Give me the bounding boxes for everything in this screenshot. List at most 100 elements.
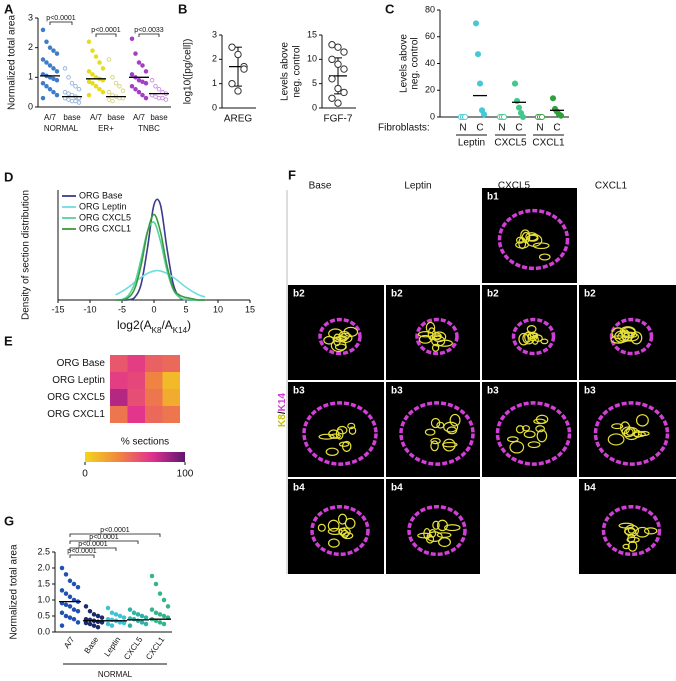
organoid-outline	[609, 317, 654, 356]
data-point	[75, 620, 81, 625]
data-point	[44, 83, 49, 89]
data-point	[91, 612, 97, 617]
stain-part: /	[277, 411, 288, 414]
data-point	[153, 581, 159, 587]
heatmap-cell	[145, 355, 163, 372]
density-line	[115, 269, 206, 298]
significance-bracket	[69, 554, 95, 558]
x-tick-label: CXCL5	[122, 635, 144, 662]
organoid-cell	[341, 532, 354, 540]
data-point	[136, 89, 142, 95]
data-point	[109, 623, 115, 628]
organoid-cell	[622, 543, 630, 550]
organoid-cell	[635, 526, 650, 538]
significance-label: p<0.0001	[91, 27, 120, 34]
group-label: CXCL5	[494, 138, 527, 149]
x-tick-label: base	[107, 113, 125, 122]
stain-label: K8/K14	[277, 393, 288, 427]
data-point	[160, 95, 165, 101]
heatmap-cell	[162, 406, 180, 423]
y-tick-label: 20	[425, 85, 435, 95]
data-point	[480, 111, 488, 118]
organoid-cell	[329, 433, 341, 439]
data-point	[328, 75, 336, 83]
data-point	[511, 80, 519, 87]
x-tick-label: A/7	[44, 113, 57, 122]
data-point	[100, 89, 106, 95]
organoid-cell	[624, 524, 639, 537]
significance-bracket	[69, 547, 117, 551]
x-tick-label: N	[459, 123, 466, 134]
panel-label: D	[4, 169, 13, 184]
data-point	[97, 60, 102, 65]
data-point	[66, 97, 71, 102]
tile-label: b3	[584, 386, 596, 397]
tile-label: b2	[584, 289, 596, 300]
y-tick-label: 0.0	[37, 626, 50, 636]
organoid-cell	[532, 242, 550, 250]
data-point	[71, 581, 77, 587]
data-point	[133, 51, 138, 56]
data-point	[71, 616, 77, 622]
group-label: Leptin	[458, 138, 485, 149]
row-label: ORG Base	[57, 358, 106, 369]
data-point	[67, 604, 73, 609]
tile-label: b2	[391, 289, 403, 300]
x-tick-label: N	[536, 123, 543, 134]
x-tick-label: C	[515, 123, 522, 134]
organoid-cell	[348, 426, 357, 435]
data-point	[143, 621, 149, 627]
x-axis-label: log2(AK8/AK14)	[117, 318, 191, 334]
data-point	[97, 86, 102, 92]
heatmap-cell	[127, 355, 145, 372]
y-tick-label: 1.0	[37, 594, 50, 604]
data-point	[157, 620, 163, 625]
data-point	[139, 620, 145, 625]
data-point	[461, 113, 469, 121]
y-tick-label: 0.5	[37, 610, 50, 620]
y-axis-label: Normalized total area	[7, 15, 18, 110]
x-tick-label: -15	[51, 304, 64, 314]
organoid-outline	[407, 504, 467, 557]
data-point	[90, 72, 95, 77]
x-tick-label: 15	[245, 304, 255, 314]
organoid-outline	[415, 317, 459, 356]
data-point	[63, 591, 69, 596]
data-point	[127, 607, 133, 612]
group-label: NORMAL	[98, 670, 133, 679]
legend-label: ORG CXCL5	[79, 212, 131, 222]
data-point	[163, 97, 169, 102]
density-line	[115, 213, 206, 301]
data-point	[109, 610, 115, 616]
data-point	[135, 612, 141, 617]
data-point	[131, 610, 137, 616]
data-point	[129, 83, 135, 89]
x-tick-label: Leptin	[102, 635, 122, 658]
tile-label: b3	[293, 386, 305, 397]
data-point	[153, 83, 158, 89]
data-point	[83, 620, 89, 626]
organoid-cell	[436, 339, 453, 347]
data-point	[129, 36, 135, 42]
data-point	[133, 86, 138, 92]
panel-label: B	[178, 1, 187, 16]
data-point	[165, 604, 171, 609]
data-point	[73, 83, 78, 89]
organoid-outline	[511, 317, 556, 356]
organoid-cell	[446, 426, 458, 435]
data-point	[240, 65, 248, 73]
y-tick-label: 2.5	[37, 546, 50, 556]
y-axis-label: neg. control	[410, 37, 421, 89]
significance-bracket	[49, 21, 73, 25]
organoid-cell	[617, 330, 634, 342]
panel-label: F	[288, 167, 296, 182]
panel-label: E	[4, 333, 13, 348]
organoid-cell	[635, 414, 649, 427]
data-point	[127, 623, 133, 628]
data-point	[90, 81, 95, 86]
organoid-cell	[327, 527, 343, 536]
organoid-cell	[417, 331, 434, 338]
organoid-cell	[523, 430, 536, 439]
organoid-cell	[418, 334, 432, 344]
organoid-cell	[643, 527, 658, 535]
